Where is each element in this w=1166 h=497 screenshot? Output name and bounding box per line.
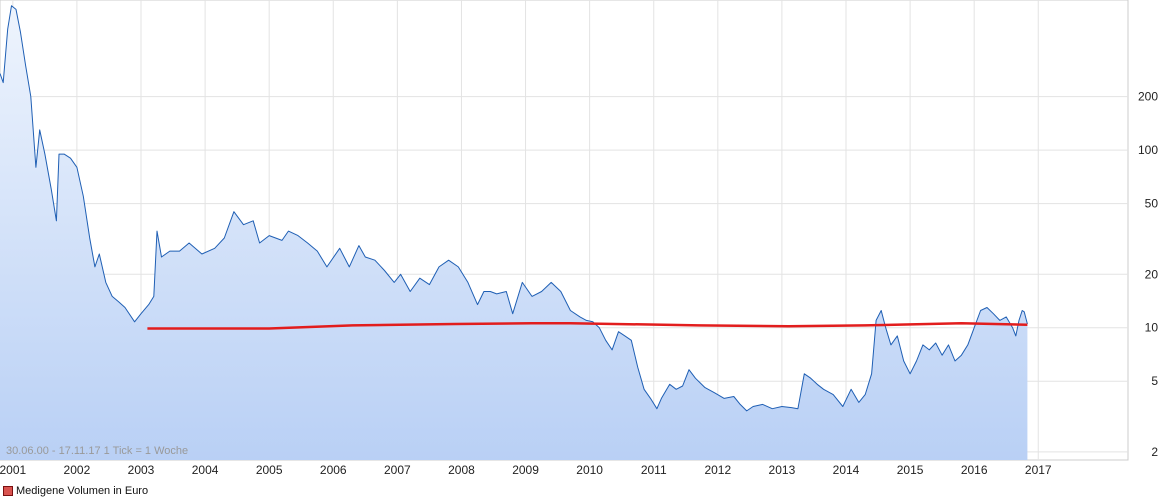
footnote: 30.06.00 - 17.11.17 1 Tick = 1 Woche: [6, 445, 188, 457]
x-tick-label: 2012: [704, 463, 731, 477]
x-tick-label: 2002: [64, 463, 91, 477]
x-tick-label: 2004: [192, 463, 219, 477]
series-line-0: [0, 5, 1028, 412]
legend: Medigene Volumen in Euro: [3, 484, 148, 497]
x-tick-label: 2008: [448, 463, 475, 477]
x-tick-label: 2003: [128, 463, 155, 477]
y-tick-label: 200: [1138, 90, 1158, 104]
x-tick-label: 2013: [769, 463, 796, 477]
x-tick-label: 2017: [1025, 463, 1052, 477]
series-line-1: [147, 321, 1028, 330]
x-tick-label: 2007: [384, 463, 411, 477]
x-tick-label: 2010: [576, 463, 603, 477]
series-area-0: [0, 5, 1028, 460]
x-tick-label: 2005: [256, 463, 283, 477]
y-tick-label: 100: [1138, 143, 1158, 157]
y-tick-label: 2: [1151, 445, 1158, 459]
y-tick-label: 50: [1145, 197, 1159, 211]
legend-label: Medigene Volumen in Euro: [16, 484, 149, 497]
x-tick-label: 2006: [320, 463, 347, 477]
y-tick-label: 10: [1145, 321, 1159, 335]
x-tick-label: 2014: [833, 463, 860, 477]
x-tick-label: 2016: [961, 463, 988, 477]
x-tick-label: 2011: [641, 463, 667, 477]
series-layer: [0, 5, 1028, 460]
legend-swatch: [3, 485, 13, 496]
x-tick-label: 2001: [0, 463, 26, 477]
y-tick-label: 20: [1145, 267, 1159, 281]
y-tick-label: 5: [1151, 374, 1158, 388]
x-tick-label: 2009: [512, 463, 539, 477]
axis-layer: 2 5 10 20 50 100 200 2001 2002 2003 2004 2005 2006 20…: [0, 90, 1158, 477]
x-tick-label: 2015: [897, 463, 924, 477]
